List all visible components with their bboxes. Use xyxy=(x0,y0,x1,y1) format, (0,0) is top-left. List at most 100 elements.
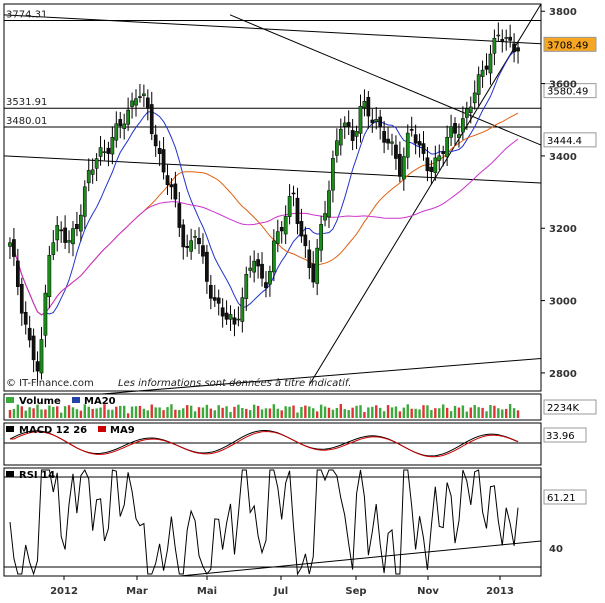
candle-body xyxy=(23,312,28,325)
volume-bar xyxy=(63,406,67,418)
candle-body xyxy=(433,157,438,173)
volume-bar xyxy=(359,405,362,418)
candle-body xyxy=(138,96,142,98)
candle-body xyxy=(331,158,335,191)
candle-body xyxy=(27,327,32,341)
candle-body xyxy=(346,122,351,128)
candle-body xyxy=(189,240,193,252)
volume-bar xyxy=(296,412,299,418)
ma-short-line xyxy=(9,48,519,316)
macd-value-box xyxy=(543,427,587,443)
candle-body xyxy=(271,240,276,273)
volume-bar xyxy=(335,407,339,418)
volume-bar xyxy=(300,406,303,418)
candle-body xyxy=(441,151,446,154)
volume-bar xyxy=(284,406,287,418)
volume-bar xyxy=(174,409,177,418)
volume-bar xyxy=(347,410,350,418)
candle-body xyxy=(358,105,363,134)
volume-bar xyxy=(390,407,394,418)
candle-body xyxy=(197,238,201,245)
volume-bar xyxy=(158,407,161,418)
rsi-tick-label: 40 xyxy=(549,544,563,555)
price-tag-box xyxy=(543,36,597,52)
candle-body xyxy=(516,47,520,52)
candle-body xyxy=(311,263,316,283)
candle-body xyxy=(437,155,442,161)
volume-bar xyxy=(56,406,59,418)
volume-bar xyxy=(469,407,472,418)
volume-bar xyxy=(189,405,193,418)
candle-body xyxy=(47,255,52,297)
volume-value-box xyxy=(543,399,597,415)
volume-bar xyxy=(221,407,224,418)
volume-bar xyxy=(418,409,421,418)
candle-body xyxy=(102,151,107,153)
candle-body xyxy=(409,129,414,131)
candle-body xyxy=(283,216,288,235)
volume-bar xyxy=(252,404,256,418)
volume-bar xyxy=(312,408,315,418)
candle-body xyxy=(476,74,481,95)
price-tag-box xyxy=(543,83,597,99)
volume-last-value: 2234K xyxy=(547,403,579,414)
x-tick-label: Jul xyxy=(273,586,288,597)
y-tick-label: 3800 xyxy=(549,7,577,18)
candle-body xyxy=(201,245,205,257)
candle-body xyxy=(256,259,260,267)
volume-bar xyxy=(410,408,413,418)
legend-ma9: MA9 xyxy=(110,425,135,436)
candle-body xyxy=(500,39,505,42)
x-tick-label: Sep xyxy=(345,586,366,597)
candle-body xyxy=(303,234,308,247)
volume-bar xyxy=(71,407,75,418)
candle-body xyxy=(421,143,426,154)
rsi-line xyxy=(9,468,519,576)
volume-bar xyxy=(12,408,16,418)
volume-bar xyxy=(229,411,232,418)
volume-bar xyxy=(91,408,94,418)
y-tick-label: 3000 xyxy=(549,297,577,308)
candle-body xyxy=(252,260,257,273)
candle-body xyxy=(319,224,323,251)
price-tag-label: 3444.4 xyxy=(547,136,582,147)
price-tag-box xyxy=(543,132,597,148)
volume-bar xyxy=(197,407,201,418)
volume-bar xyxy=(249,410,252,418)
candle-body xyxy=(484,65,489,70)
candle-body xyxy=(71,228,75,245)
candle-body xyxy=(492,38,497,54)
volume-bar xyxy=(508,404,512,418)
volume-bar xyxy=(414,408,417,418)
volume-bar xyxy=(402,407,406,418)
volume-bar xyxy=(142,408,146,418)
volume-bar xyxy=(126,413,130,418)
y-tick-label: 3200 xyxy=(549,224,577,235)
volume-bar xyxy=(457,407,461,418)
macd-line xyxy=(9,430,519,457)
candle-body xyxy=(378,116,383,128)
ma-long-line xyxy=(9,138,519,316)
volume-bar xyxy=(162,410,165,418)
candle-body xyxy=(114,123,119,141)
candle-body xyxy=(59,229,64,232)
volume-bar xyxy=(398,411,402,418)
candle-body xyxy=(63,227,67,243)
candle-body xyxy=(118,119,123,127)
legend-swatch xyxy=(6,397,14,403)
candle-body xyxy=(149,104,154,134)
candle-body xyxy=(98,147,103,157)
volume-bar xyxy=(67,405,71,418)
volume-bar xyxy=(79,410,83,418)
volume-bar xyxy=(241,407,244,418)
volume-bar xyxy=(111,409,114,418)
volume-bar xyxy=(512,408,516,418)
candle-body xyxy=(417,141,422,146)
volume-bar xyxy=(371,406,374,418)
volume-bar xyxy=(382,411,386,418)
legend-volume: Volume xyxy=(19,396,61,407)
volume-bar xyxy=(205,404,209,418)
x-tick-label: 2012 xyxy=(50,586,78,597)
candle-body xyxy=(90,169,95,175)
candle-body xyxy=(488,53,493,74)
